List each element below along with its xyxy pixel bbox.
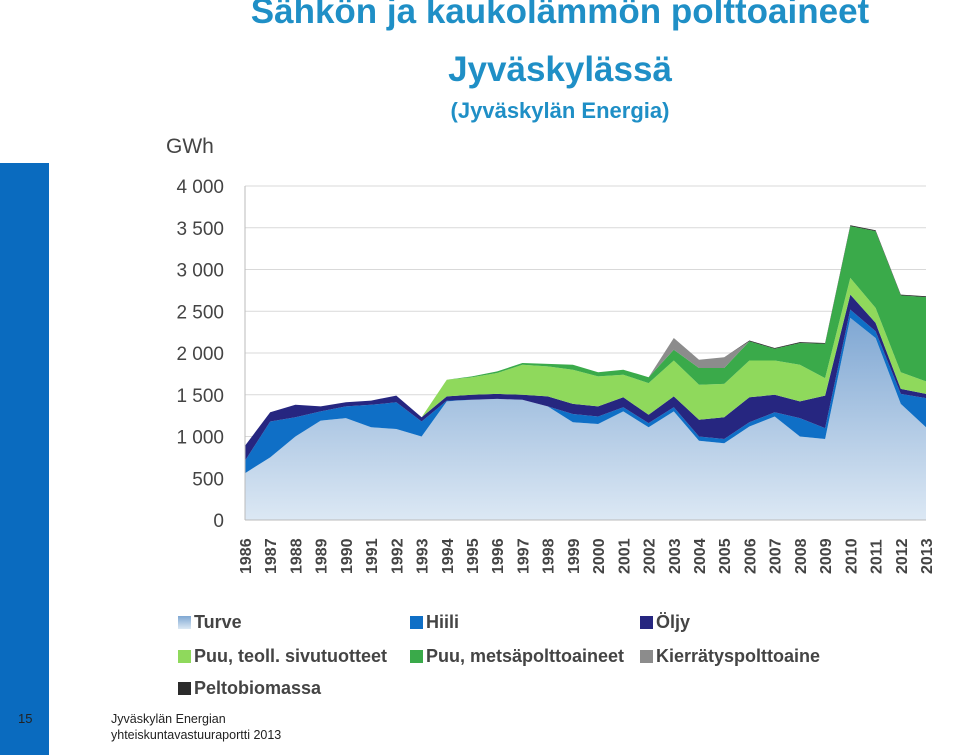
y-tick-label: 0 <box>213 511 224 532</box>
chart-legend: Turve Hiili Öljy Puu, teoll. sivutuotteet Pu… <box>178 612 898 702</box>
x-tick-label: 2012 <box>894 538 911 574</box>
area-series-hiili <box>245 309 926 474</box>
y-tick-label: 3 500 <box>176 219 224 240</box>
legend-swatch <box>178 682 191 695</box>
y-tick-label: 500 <box>192 469 224 490</box>
x-tick-label: 2000 <box>591 538 608 574</box>
area-series-puu-metsäpolttoaineet <box>245 226 926 446</box>
legend-label: Turve <box>194 612 242 632</box>
slide-sidebar-bar <box>0 163 49 755</box>
legend-item: Öljy <box>640 612 690 633</box>
stacked-area-chart: 0 500 1 000 1 500 2 000 2 500 3 000 3 500 4 000 G… <box>166 135 936 574</box>
legend-swatch <box>178 616 191 629</box>
x-tick-label: 1995 <box>465 538 482 574</box>
legend-swatch <box>178 650 191 663</box>
y-tick-label: 2 500 <box>176 302 224 323</box>
x-tick-label: 2011 <box>869 539 886 574</box>
legend-item: Peltobiomassa <box>178 678 321 699</box>
y-tick-label: 4 000 <box>176 177 224 198</box>
area-series-turve <box>245 317 926 520</box>
x-tick-label: 2004 <box>692 538 709 574</box>
x-tick-label: 2013 <box>919 538 936 574</box>
x-tick-label: 1997 <box>515 538 532 574</box>
x-tick-label: 1988 <box>288 538 305 574</box>
slide-title-line2: Jyväskylässä <box>448 50 672 89</box>
legend-item: Turve <box>178 612 242 633</box>
legend-item: Puu, teoll. sivutuotteet <box>178 646 387 667</box>
x-tick-label: 1987 <box>263 538 280 574</box>
area-series-puu-teoll-sivutuotteet <box>245 277 926 446</box>
legend-label: Puu, teoll. sivutuotteet <box>194 646 388 666</box>
legend-item: Puu, metsäpolttoaineet <box>410 646 624 667</box>
area-series-öljy <box>245 294 926 461</box>
page-number: 15 <box>18 711 33 726</box>
x-tick-label: 1991 <box>364 538 381 574</box>
x-tick-label: 2009 <box>818 538 835 574</box>
x-tick-label: 1993 <box>415 538 432 574</box>
x-tick-label: 1994 <box>440 538 457 574</box>
legend-label: Kierrätyspolttoaine <box>656 646 821 666</box>
legend-swatch <box>640 650 653 663</box>
footer-line1: Jyväskylän Energian <box>111 712 226 726</box>
legend-label: Hiili <box>426 612 460 632</box>
x-tick-label: 1989 <box>314 538 331 574</box>
x-tick-label: 2007 <box>768 538 785 574</box>
legend-label: Öljy <box>656 612 691 632</box>
x-tick-label: 1996 <box>490 538 507 574</box>
legend-item: Hiili <box>410 612 459 633</box>
slide-title-line1: Sähkön ja kaukolämmön polttoaineet <box>250 0 870 31</box>
x-tick-label: 2008 <box>793 538 810 574</box>
x-tick-label: 1999 <box>566 538 583 574</box>
legend-swatch <box>640 616 653 629</box>
footer-source: Jyväskylän Energian yhteiskuntavastuurap… <box>111 711 281 743</box>
x-tick-label: 1986 <box>238 538 255 574</box>
y-tick-label: 1 000 <box>176 428 224 449</box>
x-tick-label: 1992 <box>389 538 406 574</box>
legend-label: Peltobiomassa <box>194 678 322 698</box>
x-tick-label: 2005 <box>717 538 734 574</box>
legend-swatch <box>410 616 423 629</box>
x-tick-label: 2002 <box>642 538 659 574</box>
x-tick-label: 2006 <box>742 538 759 574</box>
y-tick-label: 3 000 <box>176 261 224 282</box>
legend-label: Puu, metsäpolttoaineet <box>426 646 625 666</box>
slide-subtitle: (Jyväskylän Energia) <box>450 98 670 123</box>
y-tick-label: 1 500 <box>176 386 224 407</box>
legend-item: Kierrätyspolttoaine <box>640 646 820 667</box>
x-tick-label: 2010 <box>843 538 860 574</box>
y-axis-label: GWh <box>166 135 214 158</box>
x-tick-label: 2003 <box>667 538 684 574</box>
y-tick-label: 2 000 <box>176 344 224 365</box>
x-tick-label: 1990 <box>339 538 356 574</box>
x-tick-label: 1998 <box>541 538 558 574</box>
x-tick-label: 2001 <box>616 538 633 574</box>
footer-line2: yhteiskuntavastuuraportti 2013 <box>111 728 282 742</box>
legend-swatch <box>410 650 423 663</box>
